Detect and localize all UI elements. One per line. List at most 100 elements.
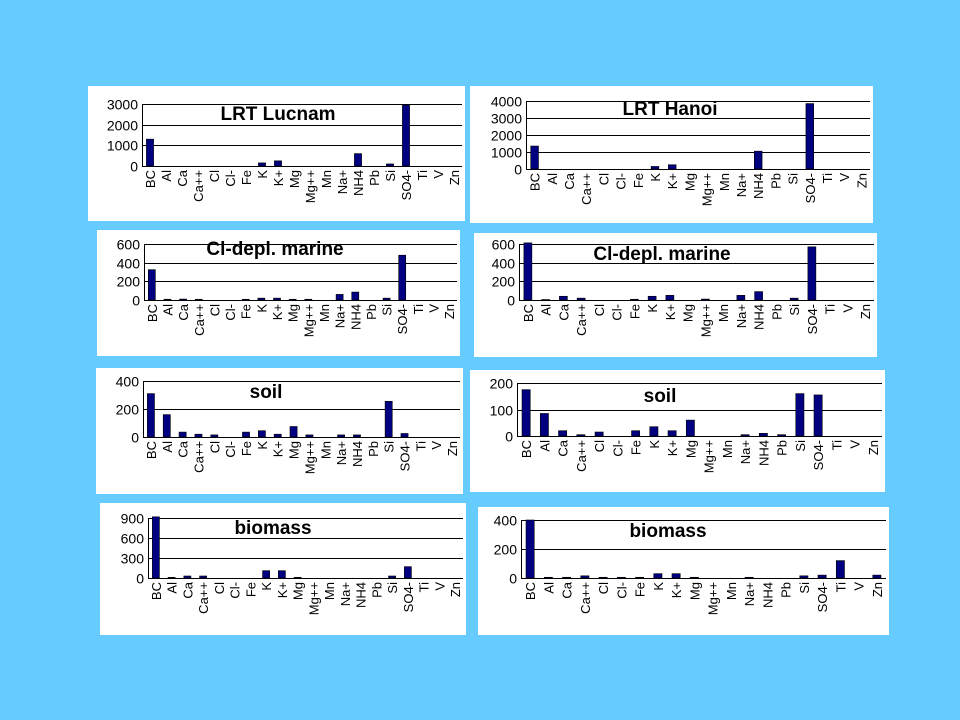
x-tick-label: K <box>647 440 662 449</box>
y-tick-label: 3000 <box>491 111 522 127</box>
x-tick-label: Ti <box>415 170 430 180</box>
x-tick-label: Ca <box>560 581 575 598</box>
x-tick-label: V <box>431 170 446 179</box>
x-tick-label: Cl- <box>223 170 238 187</box>
bar-si <box>795 393 805 437</box>
x-tick-label: K+ <box>270 304 285 320</box>
bar-mg <box>288 298 297 301</box>
x-tick-label: Cl <box>207 304 222 316</box>
x-tick-label: Cl <box>592 440 607 452</box>
x-tick-label: K+ <box>271 441 286 457</box>
x-tick-label: Mg <box>682 173 697 191</box>
x-tick-label: BC <box>144 441 159 459</box>
y-tick-label: 600 <box>492 237 516 253</box>
x-tick-label: Na+ <box>738 440 753 464</box>
x-tick-label: K <box>651 582 666 591</box>
y-tick-label: 400 <box>117 256 141 272</box>
x-tick-label: Ti <box>823 304 838 314</box>
bar-nh4 <box>758 433 768 437</box>
bar-mg <box>689 576 699 579</box>
y-tick-label: 0 <box>514 162 522 178</box>
x-tick-label: Si <box>786 173 801 185</box>
chart-title: soil <box>250 382 283 403</box>
bar-ca <box>183 575 192 579</box>
x-tick-label: Ca++ <box>574 440 589 472</box>
x-tick-label: Ca <box>180 581 195 598</box>
bar-k <box>650 166 660 170</box>
y-tick-label: 100 <box>490 403 514 419</box>
x-tick-label: Ca <box>175 169 190 186</box>
x-tick-label: Pb <box>366 441 381 457</box>
y-tick-label: 400 <box>492 256 516 272</box>
x-tick-label: NH4 <box>350 441 365 467</box>
x-tick-label: Pb <box>779 582 794 598</box>
bar-al <box>163 298 172 301</box>
x-tick-label: Zn <box>442 304 457 319</box>
bar-ca <box>559 295 568 301</box>
y-tick-label: 200 <box>490 376 514 392</box>
bar-ca++ <box>194 298 203 301</box>
x-tick-label: SO4- <box>395 304 410 334</box>
x-tick-label: Na+ <box>734 304 749 328</box>
chart-title: biomass <box>629 521 706 542</box>
x-tick-label: Al <box>545 173 560 185</box>
x-tick-label: Zn <box>858 304 873 319</box>
bar-chart-svg: 0 200 400 BC Al Ca Ca++ Cl Cl- Fe K K+ Mg Mg++ Mn Na+ NH… <box>494 513 886 615</box>
chart-title: LRT Hanoi <box>623 99 718 120</box>
bar-chart-svg: 0 200 400 600 BC Al Ca Ca++ Cl Cl- Fe K K+ Mg Mg++ Mn Na… <box>492 237 874 337</box>
x-tick-label: NH4 <box>752 304 767 330</box>
bar-na+ <box>335 294 344 301</box>
x-tick-label: NH4 <box>348 304 363 330</box>
x-tick-label: Mg++ <box>303 170 318 203</box>
bar-al <box>539 413 549 437</box>
y-tick-label: 1000 <box>491 145 522 161</box>
x-tick-label: Fe <box>633 582 648 597</box>
x-tick-label: Mn <box>317 304 332 322</box>
x-tick-label: Ca++ <box>578 582 593 614</box>
x-tick-label: Cl <box>207 170 222 182</box>
y-tick-label: 400 <box>116 374 140 390</box>
bar-na+ <box>740 434 750 437</box>
bar-nh4 <box>754 291 763 301</box>
bar-ca <box>562 576 572 579</box>
x-tick-label: V <box>429 441 444 450</box>
bar-chart-svg: 0 1000 2000 3000 BC Al Ca Ca++ Cl Cl- Fe K K+ Mg Mg++ M… <box>107 97 462 203</box>
bar-si <box>799 575 809 579</box>
bar-nh4 <box>353 434 361 438</box>
x-tick-label: NH4 <box>751 173 766 199</box>
x-tick-label: Zn <box>447 170 462 185</box>
x-tick-label: K <box>254 304 269 313</box>
x-tick-label: Cl- <box>223 304 238 321</box>
x-tick-label: Ca <box>562 172 577 189</box>
y-tick-label: 300 <box>121 551 145 567</box>
y-tick-label: 2000 <box>107 118 138 134</box>
y-tick-label: 200 <box>494 542 518 558</box>
x-tick-label: Na+ <box>742 582 757 606</box>
bar-cl <box>210 434 219 438</box>
chart-panel-lrt-lucnam: 0 1000 2000 3000 BC Al Ca Ca++ Cl Cl- Fe K K+ Mg Mg++ M… <box>88 86 465 221</box>
y-tick-label: 400 <box>494 513 518 529</box>
bar-bc <box>521 389 531 437</box>
x-tick-label: BC <box>145 304 160 322</box>
x-tick-label: NH4 <box>351 170 366 196</box>
bar-chart-svg: 0 100 200 BC Al Ca Ca++ Cl Cl- Fe K K+ Mg Mg++ Mn Na+ NH… <box>490 376 882 473</box>
x-tick-label: BC <box>523 582 538 600</box>
x-tick-label: Cl- <box>610 440 625 457</box>
x-tick-label: Mg++ <box>702 440 717 473</box>
x-tick-label: Zn <box>448 582 463 597</box>
bar-bc <box>148 269 156 301</box>
x-tick-label: Mn <box>319 170 334 188</box>
bar-si <box>384 400 393 438</box>
bar-bc <box>146 138 154 167</box>
bar-k <box>258 162 266 167</box>
x-tick-label: BC <box>149 582 164 600</box>
bar-so4- <box>813 394 823 437</box>
x-tick-label: Cl <box>207 441 222 453</box>
bar-ca <box>179 298 187 301</box>
bar-nh4 <box>754 150 763 170</box>
y-tick-label: 2000 <box>491 128 522 144</box>
bar-k+ <box>667 430 677 437</box>
x-tick-label: Si <box>385 582 400 594</box>
bar-k <box>258 430 266 438</box>
y-tick-label: 4000 <box>491 94 522 110</box>
